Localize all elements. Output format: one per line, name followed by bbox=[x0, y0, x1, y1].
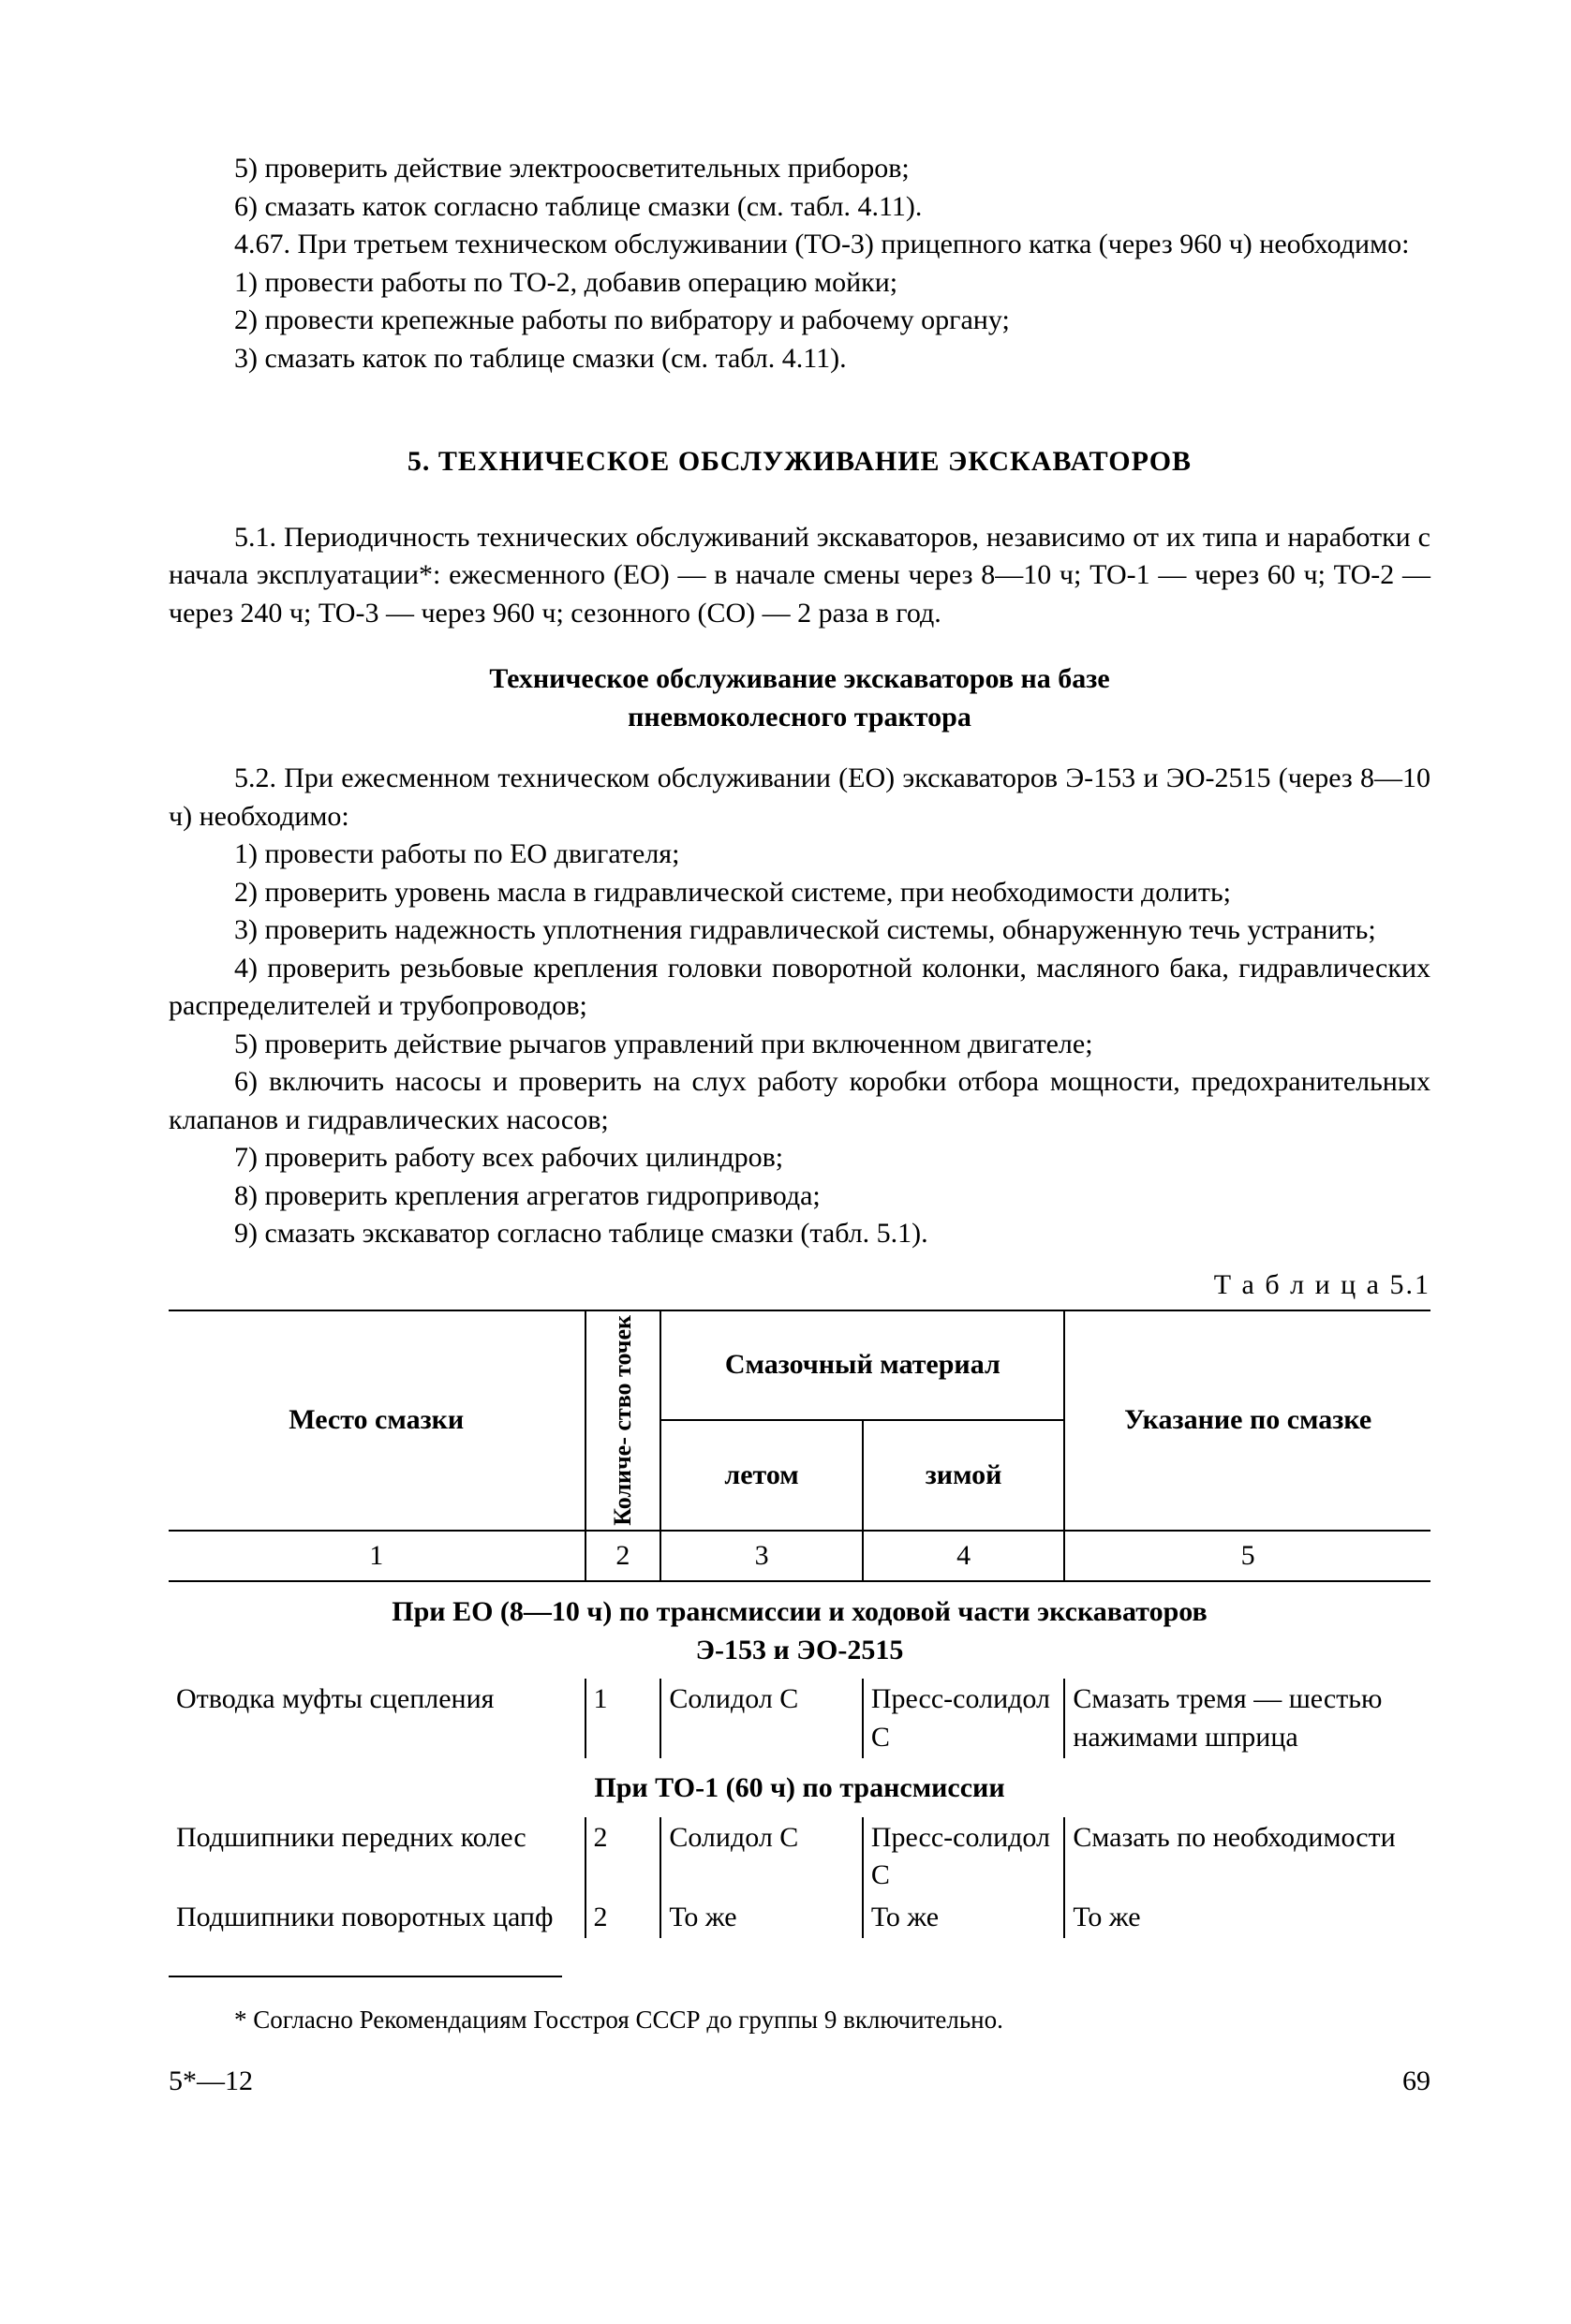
table-row: Подшипники передних колес 2 Солидол С Пр… bbox=[169, 1817, 1430, 1897]
eo-section-title-l1: При ЕО (8—10 ч) по трансмиссии и ходовой… bbox=[392, 1596, 1207, 1627]
table-row: Отводка муфты сцепления 1 Солидол С Прес… bbox=[169, 1679, 1430, 1758]
rowC-place: Подшипники поворотных цапф bbox=[169, 1897, 585, 1939]
th-instruction: Указание по смазке bbox=[1064, 1310, 1430, 1531]
th-summer: летом bbox=[660, 1420, 863, 1530]
rowC-winter: То же bbox=[863, 1897, 1065, 1939]
p52-line-2: 1) провести работы по ЕО двигателя; bbox=[169, 836, 1430, 874]
rowB-instr: Смазать по необходимости bbox=[1064, 1817, 1430, 1897]
p52-line-10: 9) смазать экскаватор согласно таблице с… bbox=[169, 1215, 1430, 1253]
section-5-heading: 5. ТЕХНИЧЕСКОЕ ОБСЛУЖИВАНИЕ ЭКСКАВАТОРОВ bbox=[169, 443, 1430, 481]
p52-line-8: 7) проверить работу всех рабочих цилиндр… bbox=[169, 1139, 1430, 1177]
p52-line-7: 6) включить насосы и проверить на слух р… bbox=[169, 1063, 1430, 1139]
th-material-group: Смазочный материал bbox=[660, 1310, 1064, 1420]
p52-line-6: 5) проверить действие рычагов управлений… bbox=[169, 1026, 1430, 1064]
intro-line-6: 3) смазать каток по таблице смазки (см. … bbox=[169, 340, 1430, 378]
p52-line-9: 8) проверить крепления агрегатов гидропр… bbox=[169, 1177, 1430, 1216]
table-to1-rows: Подшипники передних колес 2 Солидол С Пр… bbox=[169, 1817, 1430, 1939]
signature-mark: 5*—12 bbox=[169, 2063, 253, 2101]
rowA-place: Отводка муфты сцепления bbox=[169, 1679, 585, 1758]
rowA-instr: Смазать тремя — шестью нажимами шприца bbox=[1064, 1679, 1430, 1758]
rowB-winter: Пресс-солидол С bbox=[863, 1817, 1065, 1897]
th-place: Место смазки bbox=[169, 1310, 585, 1531]
p52-line-3: 2) проверить уровень масла в гидравличес… bbox=[169, 874, 1430, 912]
th-winter: зимой bbox=[863, 1420, 1065, 1530]
p52-line-4: 3) проверить надежность уплотнения гидра… bbox=[169, 911, 1430, 950]
intro-line-4: 1) провести работы по ТО-2, добавив опер… bbox=[169, 264, 1430, 303]
intro-line-2: 6) смазать каток согласно таблице смазки… bbox=[169, 188, 1430, 227]
footnote: * Согласно Рекомендациям Госстроя СССР д… bbox=[169, 2003, 1430, 2036]
page-number: 69 bbox=[1402, 2063, 1430, 2101]
eo-section-title: При ЕО (8—10 ч) по трансмиссии и ходовой… bbox=[169, 1593, 1430, 1669]
paragraph-5-1: 5.1. Периодичность технических обслужива… bbox=[169, 519, 1430, 633]
table-5-1-label: Т а б л и ц а 5.1 bbox=[169, 1266, 1430, 1305]
colnum-4: 4 bbox=[863, 1531, 1065, 1582]
intro-line-3: 4.67. При третьем техническом обслуживан… bbox=[169, 226, 1430, 264]
to1-section-title: При ТО-1 (60 ч) по трансмиссии bbox=[169, 1769, 1430, 1808]
subheading: Техническое обслуживание экскаваторов на… bbox=[169, 660, 1430, 736]
intro-line-1: 5) проверить действие электроосветительн… bbox=[169, 150, 1430, 188]
colnum-3: 3 bbox=[660, 1531, 863, 1582]
p52-line-5: 4) проверить резьбовые крепления головки… bbox=[169, 950, 1430, 1026]
rowC-summer: То же bbox=[660, 1897, 863, 1939]
footer-line: 5*—12 69 bbox=[169, 2063, 1430, 2101]
rowA-summer: Солидол С bbox=[660, 1679, 863, 1758]
eo-section-title-l2: Э-153 и ЭО-2515 bbox=[696, 1635, 904, 1665]
rowA-qty: 1 bbox=[585, 1679, 661, 1758]
rowC-instr: То же bbox=[1064, 1897, 1430, 1939]
subheading-line-1: Техническое обслуживание экскаваторов на… bbox=[489, 663, 1109, 694]
table-row: Подшипники поворотных цапф 2 То же То же… bbox=[169, 1897, 1430, 1939]
intro-line-5: 2) провести крепежные работы по вибратор… bbox=[169, 302, 1430, 340]
page: 5) проверить действие электроосветительн… bbox=[0, 0, 1571, 2324]
colnum-2: 2 bbox=[585, 1531, 661, 1582]
table-eo-rows: Отводка муфты сцепления 1 Солидол С Прес… bbox=[169, 1679, 1430, 1758]
rowB-place: Подшипники передних колес bbox=[169, 1817, 585, 1897]
footnote-rule bbox=[169, 1976, 562, 1977]
colnum-5: 5 bbox=[1064, 1531, 1430, 1582]
p52-line-1: 5.2. При ежесменном техническом обслужив… bbox=[169, 760, 1430, 836]
rowC-qty: 2 bbox=[585, 1897, 661, 1939]
colnum-1: 1 bbox=[169, 1531, 585, 1582]
table-5-1-header: Место смазки Количе- ство точек Смазочны… bbox=[169, 1310, 1430, 1582]
subheading-line-2: пневмоколесного трактора bbox=[628, 702, 971, 733]
rowA-winter: Пресс-солидол С bbox=[863, 1679, 1065, 1758]
rowB-summer: Солидол С bbox=[660, 1817, 863, 1897]
th-qty: Количе- ство точек bbox=[585, 1310, 661, 1531]
rowB-qty: 2 bbox=[585, 1817, 661, 1897]
